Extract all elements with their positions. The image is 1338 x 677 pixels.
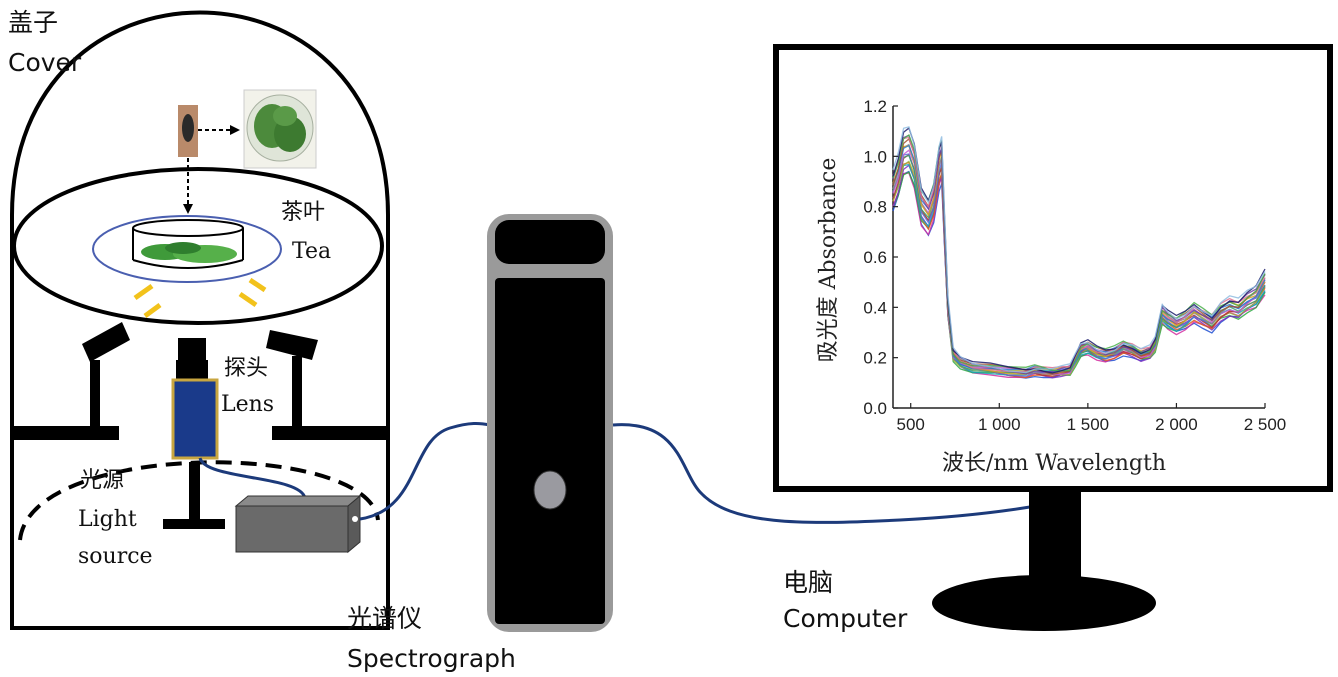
- right-lamp: [266, 330, 386, 440]
- spectrum-line: [892, 161, 1266, 379]
- spectrum-line: [892, 137, 1266, 375]
- dish-ring: [92, 215, 282, 283]
- y-tick-label: 1.0: [863, 147, 887, 166]
- x-tick-label: 500: [897, 415, 925, 434]
- spectrum-line: [892, 153, 1266, 378]
- spectrum-line: [892, 126, 1266, 374]
- spectrum-line: [892, 134, 1266, 375]
- spectrograph-fiber-left: [359, 421, 491, 521]
- left-lamp: [14, 322, 130, 440]
- light-source-region: [18, 460, 380, 541]
- monitor-stand: [932, 490, 1156, 631]
- y-tick-label: 0.4: [863, 298, 887, 317]
- spectrum-line: [892, 133, 1266, 372]
- absorbance-chart: 500 1 000 1 500 2 000 2 500 0.0 0.2 0.4 0.6 0.8 1.…: [816, 97, 1286, 476]
- light-rays: [133, 277, 267, 319]
- y-tick-label: 1.2: [863, 97, 887, 116]
- chart-ticks: 500 1 000 1 500 2 000 2 500 0.0 0.2 0.4 0.6 0.8 1.…: [863, 97, 1286, 434]
- tea-dish: [132, 219, 244, 269]
- spectrograph-window: [533, 470, 567, 510]
- spectrum-line: [892, 143, 1266, 375]
- lens-label-en: Lens: [221, 392, 275, 417]
- y-tick-label: 0.0: [863, 399, 887, 418]
- probe-lens: [171, 338, 219, 460]
- spectrum-line: [892, 136, 1266, 373]
- light-label-zh: 光源: [80, 468, 125, 493]
- chart-series: [892, 126, 1266, 379]
- x-tick-label: 1 500: [1067, 415, 1110, 434]
- y-tick-label: 0.6: [863, 248, 887, 267]
- spectrograph-label-en: Spectrograph: [347, 644, 516, 673]
- spectrum-line: [892, 149, 1266, 376]
- computer-cable: [612, 423, 1037, 524]
- cover-label-zh: 盖子: [8, 8, 59, 37]
- y-tick-label: 0.2: [863, 349, 887, 368]
- spectrograph-label-zh: 光谱仪: [347, 604, 423, 633]
- insect-photo: [178, 105, 198, 157]
- lens-fiber: [198, 457, 307, 499]
- x-tick-label: 1 000: [978, 415, 1021, 434]
- tea-photo: [243, 89, 317, 169]
- chamber-cover-dome: [10, 10, 390, 630]
- spectrograph: [487, 214, 613, 632]
- monitor-screen: 500 1 000 1 500 2 000 2 500 0.0 0.2 0.4 0.6 0.8 1.…: [773, 44, 1333, 492]
- spectrum-line: [892, 144, 1266, 372]
- spectrum-line: [892, 163, 1266, 376]
- photo-arrow-down: [183, 158, 193, 214]
- computer-label-en: Computer: [783, 604, 908, 633]
- spectrum-line: [892, 154, 1266, 374]
- light-label-en-1: Light: [78, 507, 137, 532]
- cover-label-en: Cover: [8, 48, 82, 77]
- tea-label-zh: 茶叶: [281, 200, 326, 225]
- y-tick-label: 0.8: [863, 198, 887, 217]
- lens-label-zh: 探头: [224, 356, 269, 381]
- photo-arrow-right: [198, 125, 240, 135]
- y-axis-title: 吸光度 Absorbance: [816, 158, 841, 363]
- chart-axes: [892, 106, 1265, 409]
- spectrum-line: [892, 127, 1266, 374]
- computer-label-zh: 电脑: [783, 568, 834, 597]
- light-label-en-2: source: [78, 544, 153, 569]
- x-axis-title: 波长/nm Wavelength: [942, 451, 1166, 476]
- x-tick-label: 2 500: [1244, 415, 1287, 434]
- tea-label-en: Tea: [292, 239, 332, 264]
- light-source-box: [234, 494, 362, 554]
- spectrum-line: [892, 160, 1266, 376]
- spectrum-line: [892, 145, 1266, 375]
- probe-stand: [163, 462, 225, 529]
- spectrum-line: [892, 171, 1266, 376]
- spectrum-line: [892, 153, 1266, 377]
- x-tick-label: 2 000: [1155, 415, 1198, 434]
